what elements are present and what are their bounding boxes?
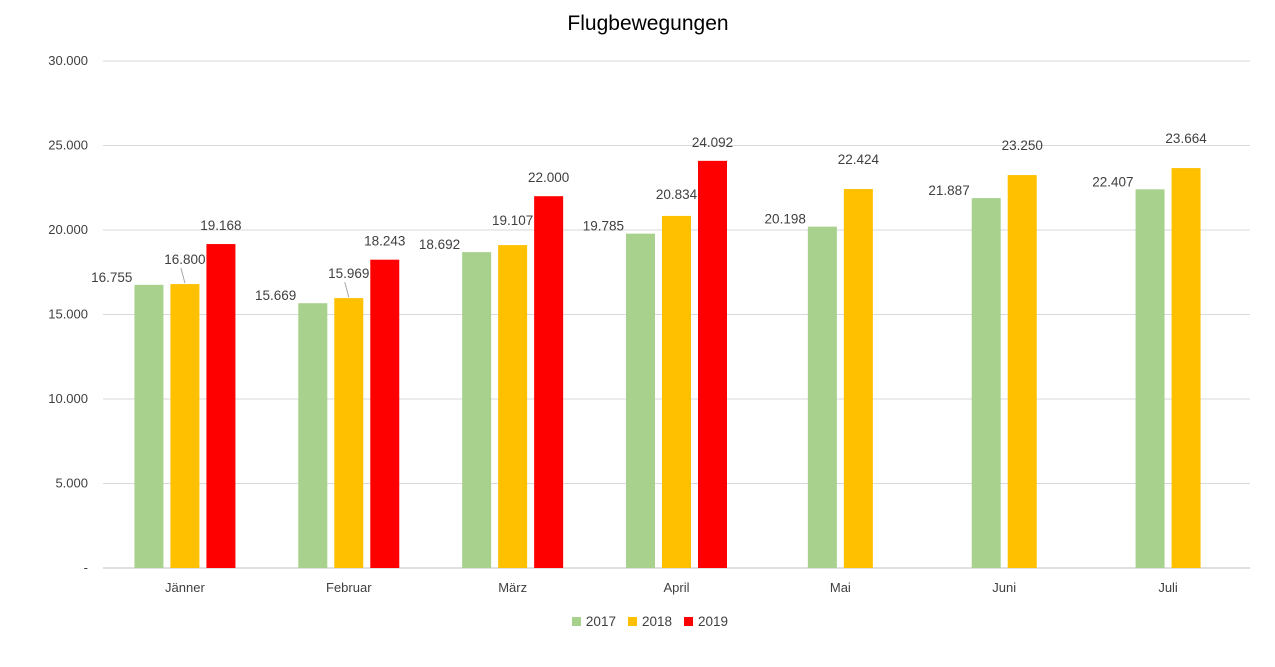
data-label-2018-1: 16.800 [164,252,205,267]
chart-title: Flugbewegungen [567,12,729,35]
bar-2017-4[interactable] [626,233,655,569]
bar-2018-6[interactable] [1007,175,1037,568]
data-label-2017-4: 19.785 [583,219,624,234]
bar-2017-5[interactable] [807,226,837,568]
y-tick-label: - [84,560,88,575]
y-tick-label: 5.000 [55,476,88,491]
bar-2018-3[interactable] [498,245,528,568]
bar-2017-3[interactable] [462,252,492,568]
data-label-2017-3: 18.692 [419,237,460,252]
data-label-2019-1: 19.168 [200,218,241,233]
bar-2017-6[interactable] [971,198,1001,569]
x-tick-label: Februar [326,580,372,595]
bar-2019-3[interactable] [534,196,564,568]
bar-2018-4[interactable] [662,215,691,568]
data-label-2019-3: 22.000 [528,170,569,185]
x-tick-label: Jänner [165,580,205,595]
x-axis: Jänner Februar März April Mai Juni Juli [165,580,1178,595]
bar-2019-4[interactable] [698,160,727,568]
bar-2017-2[interactable] [298,303,328,568]
data-label-2019-4: 24.092 [692,135,733,150]
legend-swatch-2019 [684,617,694,626]
y-tick-label: 25.000 [48,138,88,153]
x-tick-label: Mai [830,580,851,595]
data-label-2017-7: 22.407 [1092,174,1133,189]
x-tick-label: Juni [992,580,1016,595]
legend-label-2017: 2017 [585,614,616,629]
x-tick-label: März [498,580,527,595]
y-tick-label: 10.000 [48,391,88,406]
bar-2018-5[interactable] [843,189,873,568]
leader-line [344,281,350,298]
bar-2018-2[interactable] [334,298,364,568]
bar-2018-7[interactable] [1171,168,1201,568]
leader-line [180,267,186,284]
y-tick-label: 15.000 [48,307,88,322]
x-tick-label: April [663,580,689,595]
data-label-2017-2: 15.669 [255,288,296,303]
bar-2019-1[interactable] [206,244,236,569]
x-tick-label: Juli [1158,580,1178,595]
data-label-2017-6: 21.887 [928,183,969,198]
legend-item-2017[interactable]: 2017 [571,614,616,629]
data-label-2018-4: 20.834 [656,187,698,202]
data-label-2019-2: 18.243 [364,234,405,249]
legend-item-2019[interactable]: 2019 [684,614,728,629]
bar-2018-1[interactable] [170,284,200,568]
data-label-2018-2: 15.969 [328,266,369,281]
data-label-2018-5: 22.424 [838,152,880,167]
y-tick-label: 20.000 [48,222,88,237]
leader-lines [180,267,350,298]
data-label-2018-3: 19.107 [492,213,533,228]
bar-2019-2[interactable] [370,259,400,568]
bar-2017-1[interactable] [134,284,164,568]
data-label-2018-6: 23.250 [1002,138,1043,153]
bar-2017-7[interactable] [1135,189,1165,568]
data-label-2017-5: 20.198 [765,212,806,227]
legend-item-2018[interactable]: 2018 [627,614,673,629]
data-labels: 16.755 16.800 19.168 15.669 15.969 18.243 18.6… [91,131,1207,303]
data-label-2018-7: 23.664 [1165,131,1207,146]
legend-swatch-2018 [627,617,637,626]
bars [134,160,1201,569]
legend-swatch-2017 [571,617,581,626]
data-label-2017-1: 16.755 [91,270,132,285]
y-axis: - 5.000 10.000 15.000 20.000 25.000 30.000 [48,53,88,575]
y-tick-label: 30.000 [48,53,88,68]
legend-label-2019: 2019 [698,614,729,629]
legend-label-2018: 2018 [641,614,673,629]
legend: 2017 2018 2019 [0,614,1275,629]
